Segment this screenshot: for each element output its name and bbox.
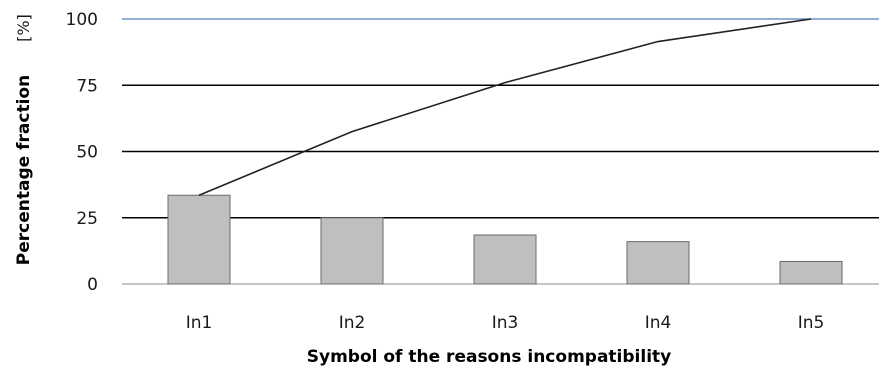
cumulative-line xyxy=(198,18,812,196)
y-axis-unit: [%] xyxy=(14,14,33,42)
y-tick-25: 25 xyxy=(76,209,98,229)
cumulative-line-path xyxy=(198,18,812,196)
x-axis-title: Symbol of the reasons incompatibility xyxy=(307,347,671,367)
y-tick-50: 50 xyxy=(76,143,98,163)
y-tick-0: 0 xyxy=(87,275,98,295)
x-tick-In4: In4 xyxy=(645,313,672,333)
y-axis-title: Percentage fraction xyxy=(14,75,34,265)
x-tick-In5: In5 xyxy=(798,313,825,333)
x-tick-In3: In3 xyxy=(492,313,519,333)
bars xyxy=(167,194,843,285)
bar-In5 xyxy=(779,260,843,285)
y-tick-75: 75 xyxy=(76,76,98,96)
bar-In3 xyxy=(473,234,537,285)
x-tick-In2: In2 xyxy=(339,313,366,333)
bar-In1 xyxy=(167,194,231,285)
y-tick-labels: 0 25 50 75 100 xyxy=(66,10,98,295)
x-tick-labels: In1 In2 In3 In4 In5 xyxy=(186,313,825,333)
bar-In2 xyxy=(320,217,384,285)
bar-In4 xyxy=(626,241,690,285)
x-tick-In1: In1 xyxy=(186,313,213,333)
y-tick-100: 100 xyxy=(66,10,98,30)
gridlines xyxy=(122,18,879,285)
